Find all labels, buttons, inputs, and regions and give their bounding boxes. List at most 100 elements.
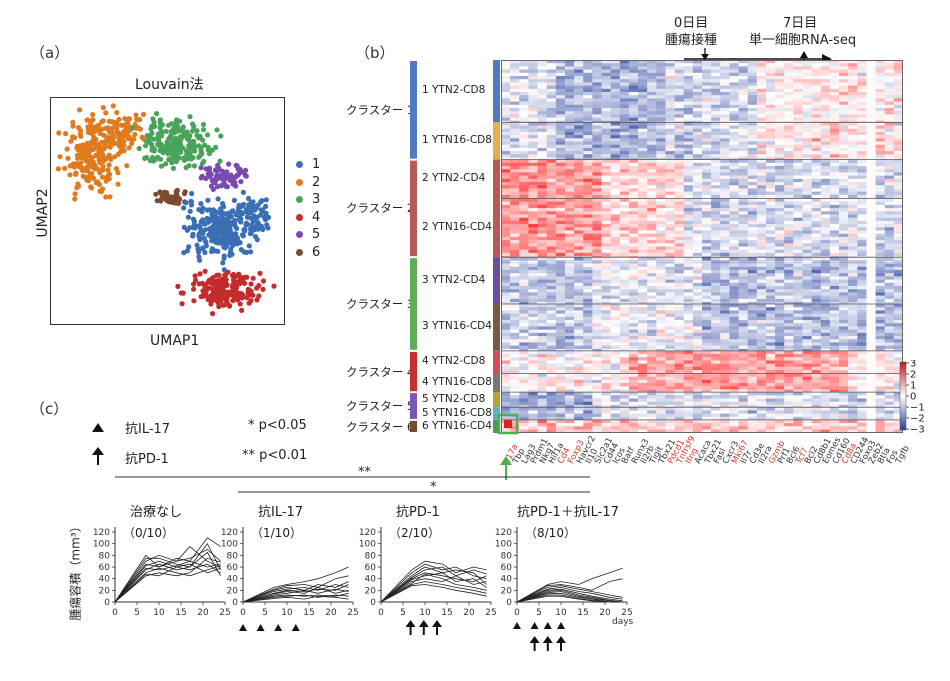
umap-point bbox=[239, 307, 245, 313]
tumor-series-line bbox=[114, 546, 221, 603]
subgroup-label: 5 YTN16-CD8 bbox=[422, 406, 492, 419]
subgroup-bar-segment bbox=[493, 122, 500, 160]
umap-point bbox=[104, 134, 110, 140]
umap-point bbox=[82, 156, 88, 162]
umap-point bbox=[135, 125, 141, 131]
tumor-chart-title: 抗PD-1＋抗IL-17 bbox=[517, 505, 619, 520]
umap-point bbox=[190, 224, 196, 231]
umap-point bbox=[204, 207, 210, 213]
tumor-series-line bbox=[380, 572, 487, 603]
umap-point bbox=[125, 135, 132, 142]
umap-point bbox=[165, 151, 171, 157]
umap-point bbox=[234, 281, 240, 287]
umap-point bbox=[90, 160, 96, 166]
umap-point bbox=[143, 143, 149, 149]
umap-point bbox=[62, 165, 68, 171]
umap-point bbox=[99, 126, 105, 132]
x-tick-label: 15 bbox=[175, 608, 186, 618]
tumor-series-line bbox=[242, 575, 349, 603]
umap-point bbox=[226, 161, 232, 167]
umap-point bbox=[75, 183, 82, 189]
subgroup-label: 3 YTN16-CD4 bbox=[422, 320, 492, 333]
tumor-chart-ratio: （0/10） bbox=[123, 526, 174, 540]
subgroup-label: 2 YTN2-CD4 bbox=[422, 172, 486, 184]
umap-point bbox=[216, 290, 222, 296]
umap-point bbox=[215, 217, 221, 223]
subgroup-bar-segment bbox=[493, 419, 500, 433]
days-label: days bbox=[612, 617, 634, 627]
umap-point bbox=[87, 148, 93, 154]
umap-point bbox=[82, 174, 88, 180]
umap-point bbox=[247, 226, 253, 232]
umap-point bbox=[197, 237, 203, 243]
umap-legend-item: 2 bbox=[296, 174, 320, 192]
umap-point bbox=[251, 213, 257, 219]
umap-point bbox=[216, 224, 222, 230]
umap-point bbox=[200, 205, 206, 211]
umap-point bbox=[90, 117, 96, 123]
legend-dot-icon bbox=[296, 248, 303, 256]
umap-point bbox=[115, 181, 121, 187]
umap-point bbox=[105, 167, 111, 173]
umap-point bbox=[90, 112, 96, 118]
umap-point bbox=[203, 285, 209, 291]
legend-dot-icon bbox=[296, 231, 303, 239]
y-tick-label: 100 bbox=[93, 540, 110, 550]
colorbar-tick: 2 bbox=[910, 370, 916, 381]
umap-point bbox=[207, 148, 213, 154]
tumor-series-line bbox=[242, 586, 349, 603]
umap-point bbox=[175, 145, 181, 151]
umap-point bbox=[157, 189, 163, 195]
umap-point bbox=[257, 270, 263, 276]
timeline-day7: 7日目 bbox=[783, 16, 818, 31]
umap-point bbox=[181, 250, 187, 256]
umap-point bbox=[220, 260, 226, 266]
umap-point bbox=[106, 129, 112, 135]
cluster-label: クラスター 5 bbox=[346, 399, 415, 413]
tumor-series-line bbox=[114, 565, 221, 603]
umap-point bbox=[93, 180, 99, 186]
umap-point bbox=[137, 117, 143, 123]
umap-point bbox=[215, 248, 221, 254]
umap-point bbox=[183, 200, 189, 206]
y-tick-label: 60 bbox=[99, 563, 111, 573]
x-tick-label: 10 bbox=[419, 608, 431, 618]
umap-point bbox=[56, 130, 62, 136]
cluster-bar bbox=[410, 61, 417, 432]
umap-point bbox=[126, 145, 132, 151]
umap-point bbox=[163, 161, 169, 167]
x-tick-label: 15 bbox=[577, 608, 588, 618]
umap-point bbox=[117, 149, 124, 155]
umap-point bbox=[86, 129, 92, 136]
umap-point bbox=[72, 135, 78, 141]
umap-point bbox=[106, 162, 112, 168]
x-tick-label: 0 bbox=[514, 608, 520, 618]
umap-point bbox=[256, 293, 262, 299]
legend-label: 5 bbox=[312, 227, 321, 243]
y-tick-label: 60 bbox=[501, 563, 513, 573]
umap-point bbox=[196, 249, 202, 255]
umap-point bbox=[194, 132, 200, 138]
umap-point bbox=[196, 207, 202, 213]
cluster-label: クラスター 4 bbox=[346, 364, 415, 379]
y-tick-label: 80 bbox=[501, 551, 513, 561]
umap-point bbox=[103, 194, 109, 200]
umap-point bbox=[232, 231, 238, 237]
umap-point bbox=[55, 166, 61, 172]
umap-point bbox=[108, 156, 114, 162]
umap-point bbox=[110, 134, 116, 140]
umap-point bbox=[215, 299, 221, 306]
umap-point bbox=[163, 128, 169, 134]
x-tick-label: 20 bbox=[197, 608, 209, 618]
umap-point bbox=[202, 142, 208, 148]
y-tick-label: 120 bbox=[359, 528, 376, 538]
cluster-bar-segment bbox=[410, 420, 417, 432]
triangle-icon bbox=[513, 622, 521, 629]
umap-point bbox=[210, 297, 216, 303]
umap-point bbox=[247, 231, 253, 237]
umap-point bbox=[222, 245, 228, 251]
umap-point bbox=[165, 122, 172, 128]
y-tick-label: 80 bbox=[99, 551, 111, 561]
umap-point bbox=[122, 116, 128, 122]
